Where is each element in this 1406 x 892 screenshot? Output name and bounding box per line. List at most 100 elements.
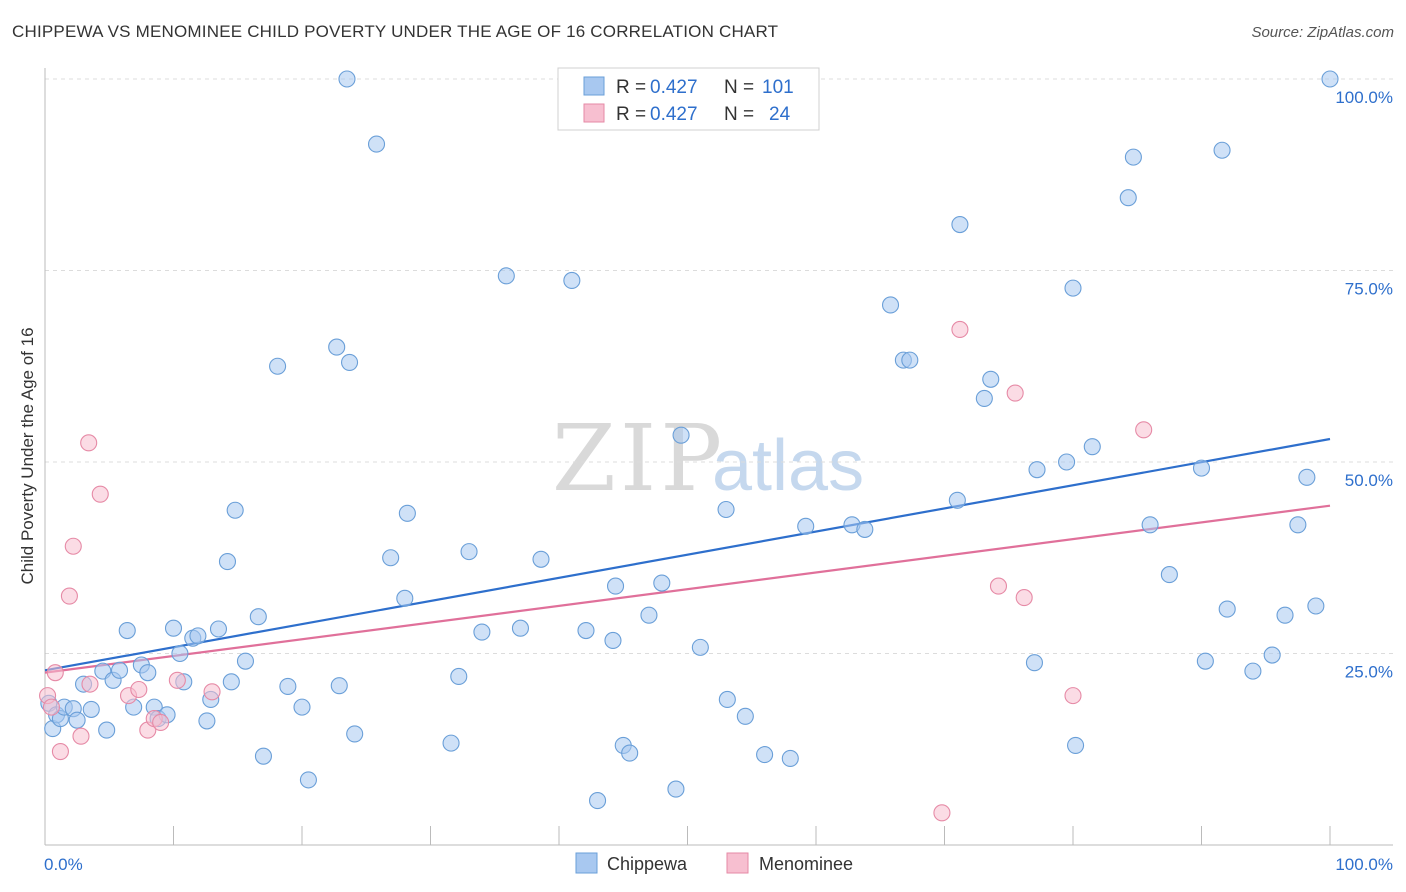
data-point-chippewa xyxy=(98,721,116,739)
data-point-chippewa xyxy=(640,606,658,624)
data-point-menominee xyxy=(1135,421,1153,439)
data-point-chippewa xyxy=(254,747,273,765)
legend-bottom-label-chippewa: Chippewa xyxy=(607,854,688,874)
data-point-chippewa xyxy=(606,577,625,595)
legend-bottom-swatch-chippewa xyxy=(575,852,598,874)
data-point-chippewa xyxy=(382,549,400,567)
y-tick-label: 100.0% xyxy=(1335,88,1393,107)
data-point-chippewa xyxy=(881,296,900,314)
data-point-menominee xyxy=(42,698,60,716)
data-point-chippewa xyxy=(1067,736,1085,754)
trend-line-chippewa xyxy=(44,437,1331,672)
data-point-menominee xyxy=(152,713,170,731)
data-point-chippewa xyxy=(279,677,297,695)
data-point-chippewa xyxy=(110,661,129,679)
data-point-chippewa xyxy=(1124,148,1142,166)
data-point-chippewa xyxy=(330,677,348,695)
data-point-chippewa xyxy=(82,700,100,718)
legend-n-value: 101 xyxy=(762,77,794,98)
data-point-chippewa xyxy=(901,351,919,369)
data-point-chippewa xyxy=(718,690,736,709)
data-point-chippewa xyxy=(1218,600,1236,618)
data-point-chippewa xyxy=(691,638,709,656)
data-point-chippewa xyxy=(460,543,478,561)
legend-n-label: N = xyxy=(724,104,759,125)
data-point-chippewa xyxy=(756,746,774,764)
data-point-chippewa xyxy=(736,707,754,725)
data-point-menominee xyxy=(1006,384,1024,402)
data-point-chippewa xyxy=(563,271,581,290)
data-point-chippewa xyxy=(189,627,207,645)
data-point-chippewa xyxy=(473,623,491,641)
y-tick-label: 50.0% xyxy=(1345,471,1393,490)
trend-line-menominee xyxy=(44,504,1331,674)
data-point-chippewa xyxy=(450,667,468,686)
x-tick-label-min: 0.0% xyxy=(44,855,83,874)
data-point-chippewa xyxy=(139,664,157,682)
data-point-menominee xyxy=(60,587,78,605)
data-point-chippewa xyxy=(346,725,364,743)
watermark-zip: ZIP xyxy=(552,405,726,512)
legend-top: R = 0.427 N = 101 R = 0.427 N = 24 xyxy=(557,67,820,131)
axes xyxy=(44,68,1393,846)
y-tick-label: 25.0% xyxy=(1345,663,1393,682)
legend-swatch-menominee xyxy=(583,103,605,123)
data-point-menominee xyxy=(80,434,98,452)
data-point-chippewa xyxy=(236,652,255,670)
data-point-menominee xyxy=(1064,687,1082,705)
data-point-chippewa xyxy=(1244,662,1262,680)
data-point-menominee xyxy=(72,727,90,745)
data-point-chippewa xyxy=(171,644,189,663)
data-point-chippewa xyxy=(1192,459,1211,477)
data-point-chippewa xyxy=(1160,566,1178,584)
data-points xyxy=(39,70,1339,822)
legend-swatch-chippewa xyxy=(583,76,605,96)
data-point-chippewa xyxy=(1196,652,1214,670)
data-point-chippewa xyxy=(68,711,86,729)
chart-title: CHIPPEWA VS MENOMINEE CHILD POVERTY UNDE… xyxy=(12,22,779,41)
legend-bottom-label-menominee: Menominee xyxy=(759,854,853,874)
legend-r-label: R = xyxy=(616,104,651,125)
source-credit: Source: ZipAtlas.com xyxy=(1251,24,1394,41)
data-point-chippewa xyxy=(328,338,346,356)
legend-n-value: 24 xyxy=(769,104,791,125)
data-point-chippewa xyxy=(577,621,595,640)
data-point-chippewa xyxy=(1119,189,1137,207)
data-point-menominee xyxy=(989,577,1008,595)
data-point-chippewa xyxy=(797,517,815,535)
data-point-chippewa xyxy=(1289,516,1307,534)
data-point-menominee xyxy=(951,320,969,339)
data-point-chippewa xyxy=(948,491,966,509)
data-point-chippewa xyxy=(588,792,607,810)
data-point-chippewa xyxy=(653,574,671,592)
data-point-chippewa xyxy=(1213,141,1231,159)
data-point-menominee xyxy=(91,485,109,503)
data-point-chippewa xyxy=(293,698,311,716)
gridlines xyxy=(45,78,1393,654)
data-point-menominee xyxy=(51,742,69,761)
data-point-chippewa xyxy=(511,619,530,637)
data-point-menominee xyxy=(933,804,951,822)
data-point-chippewa xyxy=(621,744,639,762)
data-point-chippewa xyxy=(367,135,386,153)
data-point-chippewa xyxy=(1298,468,1316,486)
data-point-chippewa xyxy=(226,501,244,519)
y-tick-labels: 25.0% 50.0% 75.0% 100.0% xyxy=(1335,88,1393,682)
data-point-chippewa xyxy=(975,389,993,407)
data-point-chippewa xyxy=(781,749,799,767)
data-point-chippewa xyxy=(1263,646,1281,664)
data-point-chippewa xyxy=(299,771,317,789)
watermark-atlas: atlas xyxy=(712,426,864,506)
data-point-chippewa xyxy=(982,370,1000,388)
data-point-chippewa xyxy=(164,619,183,637)
data-point-chippewa xyxy=(532,550,550,568)
data-point-chippewa xyxy=(198,712,216,730)
data-point-chippewa xyxy=(222,673,240,691)
data-point-chippewa xyxy=(667,780,685,798)
data-point-menominee xyxy=(203,683,221,701)
data-point-chippewa xyxy=(1025,654,1043,672)
y-tick-label: 75.0% xyxy=(1345,280,1393,299)
data-point-chippewa xyxy=(497,267,515,285)
legend-bottom-swatch-menominee xyxy=(726,852,749,874)
